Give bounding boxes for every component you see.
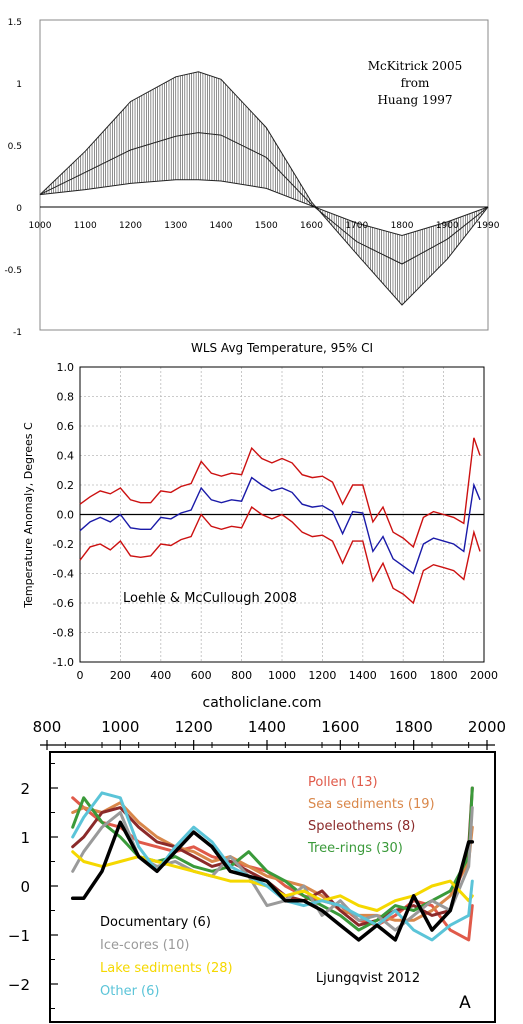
legend-entry: Other (6): [100, 984, 159, 999]
x-tick-label: 1200: [119, 221, 142, 231]
legend-entry: Sea sediments (19): [308, 797, 435, 812]
y-tick-label: 0.2: [57, 479, 75, 492]
chart-title: WLS Avg Temperature, 95% CI: [191, 341, 373, 355]
y-tick-labels: 1.5 1 0.5 0 -0.5 -1: [4, 18, 22, 338]
x-tick-label: 800: [231, 669, 252, 682]
series-lines: [79, 437, 481, 605]
y-tick-label: −1: [8, 927, 30, 945]
legend-entry: Speleothems (8): [308, 819, 415, 834]
y-tick-label: -0.8: [53, 627, 74, 640]
x-tick-labels: 1000 1100 1200 1300 1400 1500 1600 1700 1800 1900…: [29, 221, 500, 231]
x-tick-label: 1000: [101, 718, 139, 736]
series-line-0: [39, 132, 489, 265]
x-tick-label: 2000: [470, 669, 498, 682]
x-tick-label: 1400: [210, 221, 233, 231]
y-tick-label: 0.8: [57, 391, 75, 404]
x-tick-label: 1600: [389, 669, 417, 682]
x-tick-label: 1600: [300, 221, 323, 231]
y-tick-label: −2: [8, 976, 30, 994]
y-tick-label: -0.2: [53, 538, 74, 551]
annotation-line-1: McKitrick 2005: [368, 59, 463, 73]
y-tick-label: -1.0: [53, 656, 74, 669]
y-tick-label: 0.5: [8, 142, 22, 152]
y-tick-labels: 2 1 0 −1 −2: [8, 763, 58, 1009]
x-tick-label: 1200: [308, 669, 336, 682]
x-tick-label: 1400: [349, 669, 377, 682]
plot-frame: [39, 19, 489, 331]
chart-huang: 1000 1100 1200 1300 1400 1500 1600 1700 1800 1900…: [4, 18, 500, 338]
y-tick-label: 0: [20, 878, 30, 896]
panel-letter: A: [459, 993, 471, 1013]
annotation: Loehle & McCullough 2008: [123, 591, 297, 606]
y-tick-label: 0: [16, 204, 22, 214]
y-tick-label: -0.5: [4, 266, 22, 276]
x-tick-label: 1400: [248, 718, 286, 736]
legend-entry: Documentary (6): [100, 915, 211, 930]
plot-frame: [49, 751, 496, 1023]
x-tick-label: 2000: [468, 718, 506, 736]
series-line-2: [39, 179, 489, 237]
y-tick-label: 1: [16, 80, 22, 90]
x-tick-label: 600: [191, 669, 212, 682]
x-tick-label: 1800: [430, 669, 458, 682]
series-lines: [39, 71, 489, 306]
x-tick-labels: 800 1000 1200 1400 1600 1800 2000: [33, 718, 506, 750]
y-axis-label: Temperature Anomaly, Degrees C: [22, 422, 35, 609]
legend-right: Pollen (13) Sea sediments (19) Speleothems…: [307, 775, 435, 856]
x-tick-label: 800: [33, 718, 62, 736]
x-tick-label: 1900: [436, 221, 459, 231]
y-tick-label: 0.4: [57, 450, 75, 463]
confidence-band-hatch: [41, 71, 487, 305]
x-tick-label: 0: [77, 669, 84, 682]
x-tick-label: 1300: [164, 221, 187, 231]
watermark: catholiclane.com: [203, 695, 322, 710]
x-tick-label: 200: [110, 669, 131, 682]
x-tick-label: 1100: [74, 221, 97, 231]
annotation-line-3: Huang 1997: [377, 93, 452, 107]
chart-ljungqvist: 800 1000 1200 1400 1600 1800 2000 2 1 0 −1 −2 Poll…: [8, 718, 506, 1023]
x-tick-labels: 0 200 400 600 800 1000 1200 1400 1600 1800 2000: [77, 669, 499, 682]
y-tick-label: -1: [13, 328, 22, 338]
legend-left: Documentary (6) Ice-cores (10) Lake sedime…: [100, 915, 233, 999]
y-tick-label: -0.6: [53, 597, 74, 610]
series-line-0: [79, 476, 481, 575]
series-line-1: [39, 71, 489, 306]
x-tick-label: 1700: [345, 221, 368, 231]
legend-entry: Tree-rings (30): [307, 841, 403, 856]
x-tick-label: 1200: [175, 718, 213, 736]
x-tick-label: 400: [150, 669, 171, 682]
x-tick-label: 1600: [321, 718, 359, 736]
annotation: Ljungqvist 2012: [316, 971, 420, 986]
x-tick-label: 1000: [29, 221, 52, 231]
legend-entry: Pollen (13): [308, 775, 378, 790]
legend-entry: Lake sediments (28): [100, 961, 233, 976]
y-tick-label: 2: [20, 780, 30, 798]
y-tick-label: 1.0: [57, 361, 75, 374]
chart-loehle: WLS Avg Temperature, 95% CI 0 200 400 600 80…: [22, 341, 499, 710]
y-tick-label: 0.0: [57, 509, 75, 522]
y-tick-label: 1: [20, 829, 30, 847]
annotation-line-2: from: [401, 76, 430, 90]
series-line-1: [71, 801, 474, 922]
y-tick-label: 1.5: [8, 18, 22, 28]
x-tick-label: 1990: [477, 221, 500, 231]
y-tick-label: -0.4: [53, 568, 74, 581]
series-line-7: [70, 820, 475, 942]
x-tick-label: 1500: [255, 221, 278, 231]
y-tick-label: 0.6: [57, 420, 75, 433]
series-line-1: [79, 437, 481, 549]
x-tick-label: 1800: [395, 718, 433, 736]
y-tick-labels: 1.0 0.8 0.6 0.4 0.2 0.0 -0.2 -0.4 -0.6 -0.8 -1.0: [53, 361, 74, 669]
legend-entry: Ice-cores (10): [100, 938, 189, 953]
x-tick-label: 1000: [268, 669, 296, 682]
series-line-2: [79, 506, 481, 605]
x-tick-label: 1800: [391, 221, 414, 231]
series-lines: [70, 786, 475, 942]
